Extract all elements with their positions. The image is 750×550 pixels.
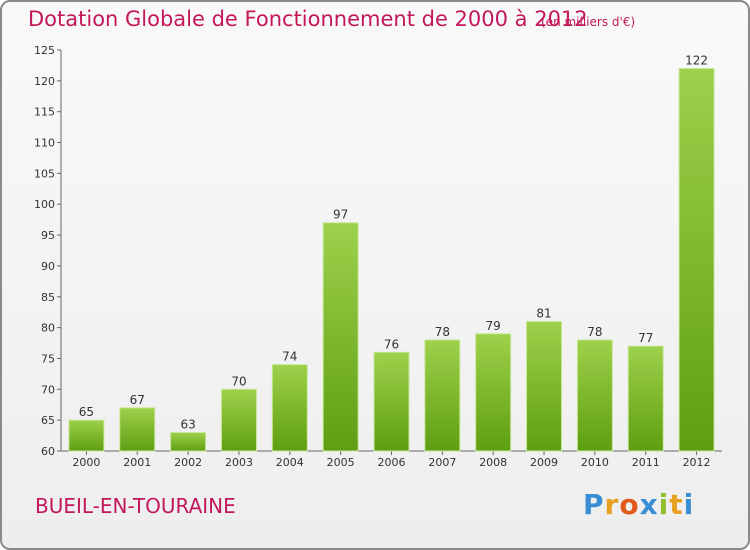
- x-tick-label: 2010: [581, 456, 609, 469]
- y-tick-label: 120: [34, 75, 55, 88]
- bar: [627, 345, 664, 452]
- x-tick-label: 2005: [327, 456, 355, 469]
- logo-letter: t: [669, 488, 684, 521]
- bar-value-label: 76: [384, 337, 399, 351]
- logo-letter: i: [683, 488, 695, 521]
- x-tick-label: 2009: [530, 456, 558, 469]
- bar-value-label: 77: [638, 331, 653, 345]
- y-tick-label: 90: [41, 260, 55, 273]
- y-tick-label: 60: [41, 445, 55, 458]
- bar: [373, 351, 410, 452]
- bar-value-label: 63: [180, 417, 195, 431]
- y-tick-label: 75: [41, 352, 55, 365]
- logo-letter: r: [604, 488, 620, 521]
- x-tick-label: 2000: [72, 456, 100, 469]
- x-tick-label: 2004: [276, 456, 304, 469]
- bar: [271, 364, 308, 452]
- bar: [475, 333, 512, 452]
- bar-value-label: 67: [130, 393, 145, 407]
- bar: [322, 222, 359, 452]
- bars: [68, 68, 715, 452]
- bar-value-label: 74: [282, 350, 297, 364]
- bar-value-label: 122: [685, 54, 708, 68]
- y-tick-label: 105: [34, 167, 55, 180]
- x-tick-label: 2003: [225, 456, 253, 469]
- bar-value-label: 78: [587, 325, 602, 339]
- bar-value-label: 97: [333, 208, 348, 222]
- bar: [170, 431, 207, 452]
- x-tick-label: 2007: [428, 456, 456, 469]
- bar-value-label: 70: [231, 374, 246, 388]
- chart-subtitle: (en milliers d'€): [541, 15, 636, 29]
- y-tick-label: 70: [41, 383, 55, 396]
- x-tick-label: 2011: [632, 456, 660, 469]
- commune-name: BUEIL-EN-TOURAINE: [35, 494, 236, 518]
- bar: [220, 388, 257, 452]
- bar-value-label: 78: [435, 325, 450, 339]
- bar-value-label: 81: [536, 306, 551, 320]
- x-tick-label: 2008: [479, 456, 507, 469]
- y-tick-label: 80: [41, 322, 55, 335]
- bar: [119, 407, 156, 452]
- data-labels: 65 67 63 70 74 97 76 78 79 81 78 77 122: [79, 54, 708, 432]
- x-tick-label: 2006: [378, 456, 406, 469]
- proxiti-logo[interactable]: Proxiti: [583, 488, 694, 521]
- y-tick-label: 100: [34, 198, 55, 211]
- bar: [678, 68, 715, 452]
- bar: [68, 419, 105, 452]
- y-tick-label: 125: [34, 44, 55, 57]
- y-tick-label: 95: [41, 229, 55, 242]
- logo-letter: o: [619, 488, 640, 521]
- bar-value-label: 79: [486, 319, 501, 333]
- logo-letter: x: [639, 488, 659, 521]
- x-tick-label: 2002: [174, 456, 202, 469]
- x-tick-label: 2001: [123, 456, 151, 469]
- logo-letter: P: [583, 488, 605, 521]
- bar: [526, 320, 563, 452]
- y-tick-label: 65: [41, 414, 55, 427]
- x-tick-label: 2012: [683, 456, 711, 469]
- y-tick-label: 85: [41, 291, 55, 304]
- bar: [576, 339, 613, 452]
- chart-title: Dotation Globale de Fonctionnement de 20…: [28, 7, 588, 31]
- y-tick-label: 110: [34, 137, 55, 150]
- logo-letter: i: [658, 488, 670, 521]
- y-tick-label: 115: [34, 106, 55, 119]
- bar: [424, 339, 461, 452]
- bar-value-label: 65: [79, 405, 94, 419]
